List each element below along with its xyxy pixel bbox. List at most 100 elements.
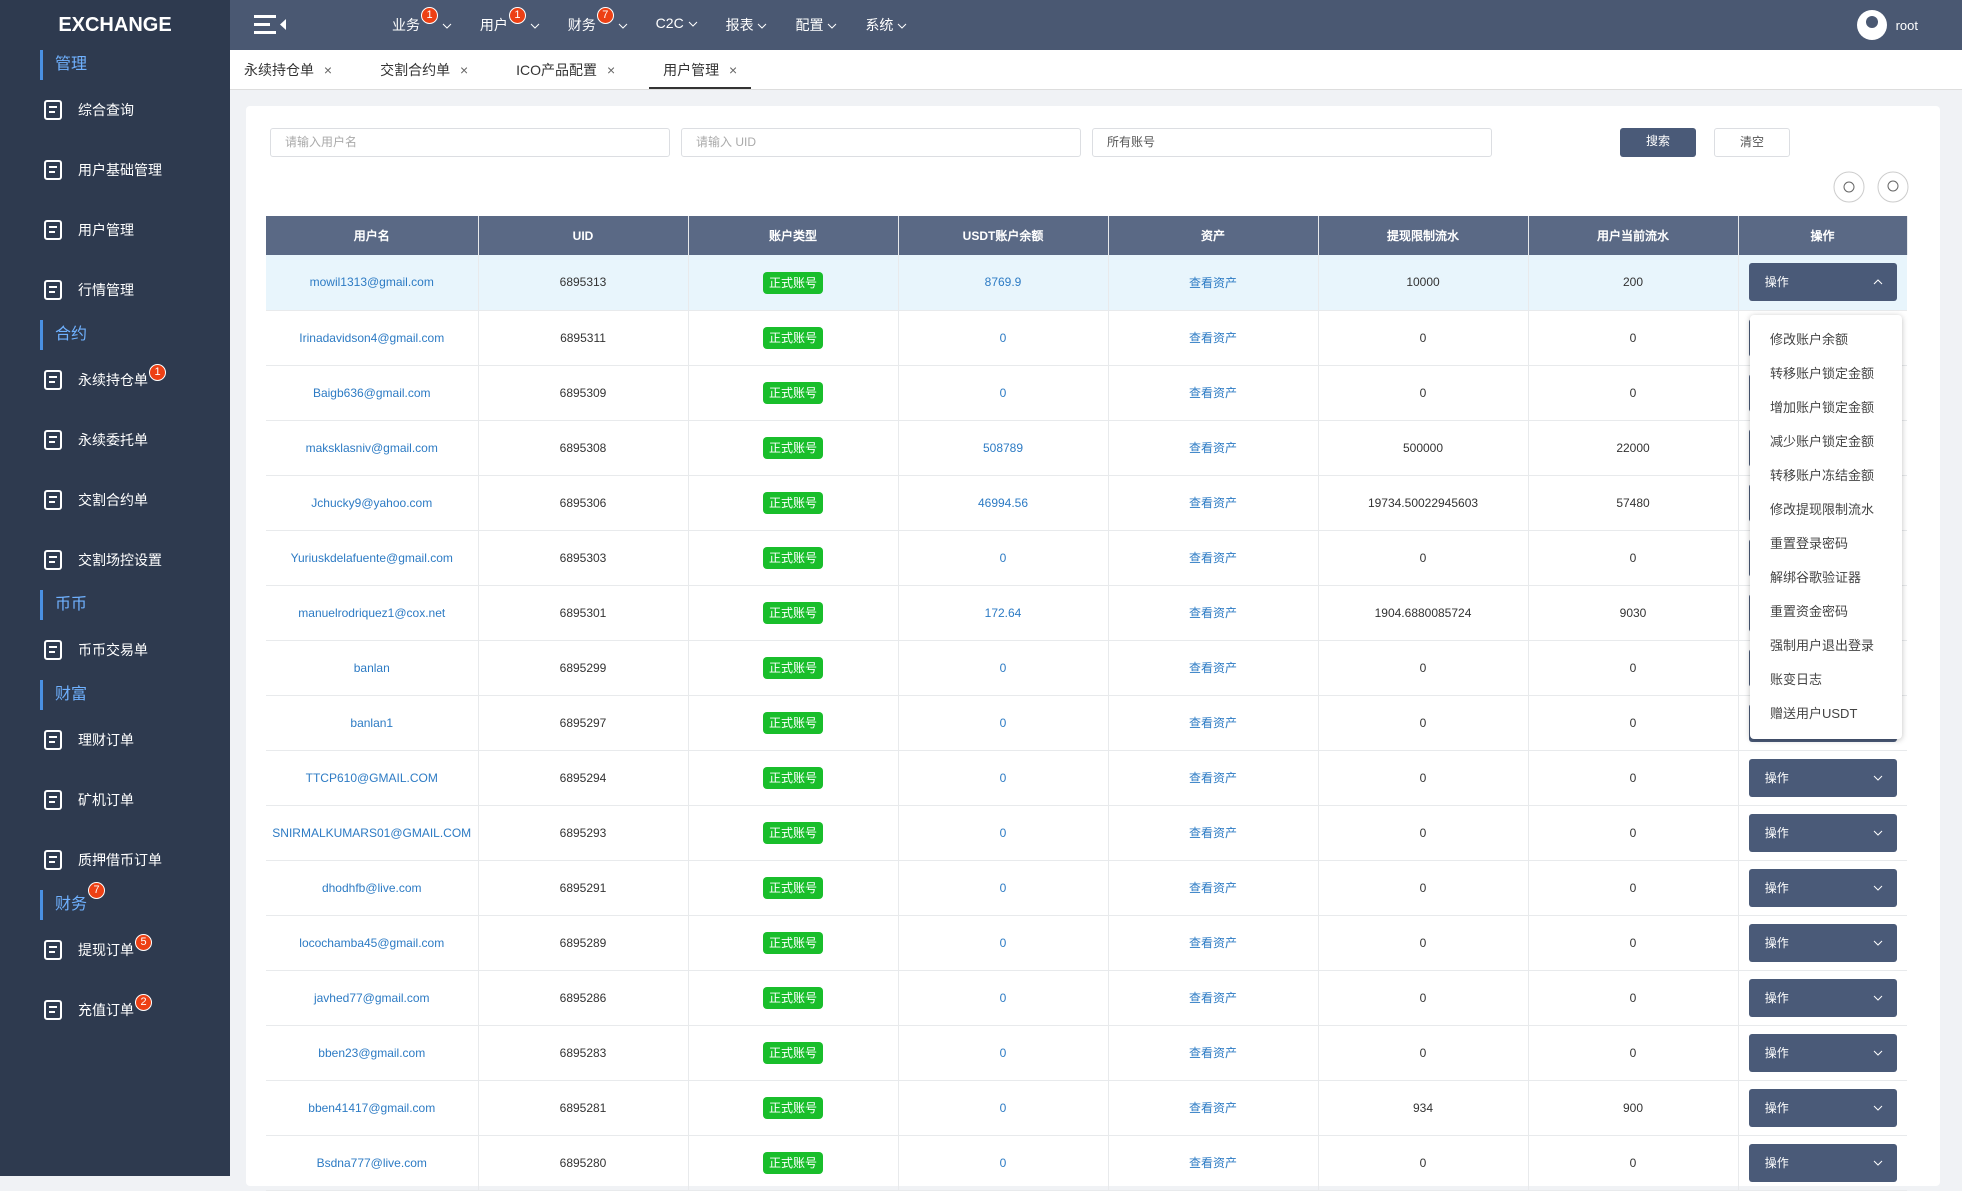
tool-icons[interactable]: [1832, 170, 1912, 204]
username[interactable]: banlan: [353, 660, 390, 675]
sidebar-item[interactable]: 用户管理: [0, 200, 230, 260]
nav-item[interactable]: 业务1: [392, 7, 452, 35]
tab-close[interactable]: ×: [606, 62, 616, 78]
withdraw-limit: 19734.50022945603: [1367, 495, 1479, 510]
asset[interactable]: 查看资产: [1188, 1101, 1237, 1115]
action-button[interactable]: 操作: [1748, 868, 1897, 907]
sidebar-item[interactable]: 理财订单: [0, 710, 230, 770]
sidebar-item[interactable]: 矿机订单: [0, 770, 230, 830]
username[interactable]: locochamba45@gmail.com: [299, 935, 445, 950]
balance: 508789: [982, 440, 1024, 455]
asset[interactable]: 查看资产: [1188, 771, 1237, 785]
asset[interactable]: 查看资产: [1188, 661, 1237, 675]
tab[interactable]: 交割合约单 ×: [366, 50, 482, 89]
action-button[interactable]: 操作: [1748, 978, 1897, 1017]
sidebar-item[interactable]: 交割合约单: [0, 470, 230, 530]
nav-item[interactable]: 财务7: [568, 7, 628, 35]
asset[interactable]: 查看资产: [1188, 551, 1237, 565]
clear-button[interactable]: 清空: [1714, 128, 1790, 157]
asset[interactable]: 查看资产: [1188, 496, 1237, 510]
username[interactable]: Bsdna777@live.com: [316, 1155, 427, 1170]
tab[interactable]: 用户管理 ×: [649, 50, 752, 89]
nav-item[interactable]: 系统: [865, 15, 907, 35]
username[interactable]: Irinadavidson4@gmail.com: [299, 330, 445, 345]
asset[interactable]: 查看资产: [1188, 826, 1237, 840]
menu-item[interactable]: 修改提现限制流水: [1770, 502, 1875, 517]
cell: 57480: [1528, 475, 1739, 531]
username[interactable]: SNIRMALKUMARS01@GMAIL.COM: [272, 825, 472, 840]
username[interactable]: manuelrodriquez1@cox.net: [298, 605, 446, 620]
asset[interactable]: 查看资产: [1188, 275, 1237, 290]
username[interactable]: bben23@gmail.com: [318, 1045, 426, 1060]
username[interactable]: TTCP610@GMAIL.COM: [305, 770, 438, 785]
sidebar-item[interactable]: 综合查询: [0, 80, 230, 140]
username[interactable]: Baigb636@gmail.com: [312, 385, 431, 400]
sidebar-item[interactable]: 交割场控设置: [0, 530, 230, 590]
menu-item[interactable]: 解绑谷歌验证器: [1770, 570, 1862, 585]
asset[interactable]: 查看资产: [1188, 331, 1237, 345]
menu-item[interactable]: 转移账户冻结金额: [1770, 468, 1875, 483]
sidebar-item[interactable]: 永续委托单: [0, 410, 230, 470]
username[interactable]: mowil1313@gmail.com: [309, 275, 434, 290]
tab-close[interactable]: ×: [323, 62, 333, 78]
username-input[interactable]: 请输入用户名: [270, 128, 670, 157]
username[interactable]: Jchucky9@yahoo.com: [311, 495, 433, 510]
asset[interactable]: 查看资产: [1188, 386, 1237, 400]
asset[interactable]: 查看资产: [1188, 716, 1237, 730]
action-button[interactable]: 操作: [1748, 1143, 1897, 1182]
search-button[interactable]: 搜索: [1620, 128, 1696, 157]
sidebar-item[interactable]: 行情管理: [0, 260, 230, 320]
menu-item[interactable]: 转移账户锁定金额: [1770, 366, 1875, 381]
username[interactable]: bben41417@gmail.com: [308, 1100, 436, 1115]
username[interactable]: banlan1: [350, 715, 394, 730]
cell: Jchucky9@yahoo.com: [266, 475, 479, 531]
sidebar-item[interactable]: 用户基础管理: [0, 140, 230, 200]
username[interactable]: dhodhfb@live.com: [321, 880, 422, 895]
asset[interactable]: 查看资产: [1188, 991, 1237, 1005]
withdraw-limit: 934: [1412, 1100, 1434, 1115]
nav-item[interactable]: 用户1: [479, 7, 540, 35]
action-button[interactable]: 操作: [1748, 758, 1897, 797]
sidebar-item[interactable]: 永续持仓单 1: [0, 350, 230, 410]
account-select[interactable]: 所有账号: [1092, 128, 1492, 157]
tab-close[interactable]: ×: [459, 62, 469, 78]
menu-item[interactable]: 重置登录密码: [1770, 536, 1849, 551]
action-button[interactable]: 操作: [1748, 1088, 1897, 1127]
nav-item[interactable]: C2C: [656, 15, 698, 35]
menu-item[interactable]: 赠送用户USDT: [1770, 706, 1858, 721]
uid-input[interactable]: 请输入 UID: [681, 128, 1081, 157]
action-button[interactable]: 操作: [1748, 813, 1897, 852]
menu-item[interactable]: 强制用户退出登录: [1770, 638, 1875, 653]
sidebar-item[interactable]: 充值订单 2: [0, 980, 230, 1040]
asset[interactable]: 查看资产: [1188, 881, 1237, 895]
menu-item[interactable]: 重置资金密码: [1770, 604, 1849, 619]
asset[interactable]: 查看资产: [1188, 441, 1237, 455]
menu-item[interactable]: 修改账户余额: [1770, 332, 1849, 347]
asset[interactable]: 查看资产: [1188, 936, 1237, 950]
menu-item[interactable]: 增加账户锁定金额: [1770, 400, 1875, 415]
nav-item[interactable]: 报表: [726, 15, 768, 35]
username[interactable]: maksklasniv@gmail.com: [305, 440, 438, 455]
sidebar-item[interactable]: 质押借币订单: [0, 830, 230, 890]
username[interactable]: javhed77@gmail.com: [313, 990, 430, 1005]
asset[interactable]: 查看资产: [1188, 606, 1237, 620]
section-label: 管理: [55, 56, 88, 73]
menu-item[interactable]: 账变日志: [1770, 672, 1823, 687]
sidebar-item[interactable]: 提现订单 5: [0, 920, 230, 980]
nav-label: 用户: [479, 17, 508, 33]
tab[interactable]: 永续持仓单 ×: [230, 50, 346, 89]
action-button[interactable]: 操作: [1748, 923, 1897, 962]
tab-close[interactable]: ×: [729, 62, 738, 78]
menu-item[interactable]: 减少账户锁定金额: [1770, 434, 1875, 449]
user[interactable]: root: [1856, 9, 1918, 41]
sidebar-item[interactable]: 币币交易单: [0, 620, 230, 680]
asset[interactable]: 查看资产: [1188, 1156, 1237, 1170]
action-button[interactable]: 操作: [1748, 263, 1897, 302]
menu-toggle[interactable]: [252, 10, 292, 40]
nav-item[interactable]: 配置: [795, 15, 837, 35]
tab[interactable]: ICO产品配置 ×: [502, 50, 629, 89]
item-label: 交割合约单: [78, 492, 148, 508]
action-button[interactable]: 操作: [1748, 1033, 1897, 1072]
username[interactable]: Yuriuskdelafuente@gmail.com: [290, 550, 453, 565]
asset[interactable]: 查看资产: [1188, 1046, 1237, 1060]
